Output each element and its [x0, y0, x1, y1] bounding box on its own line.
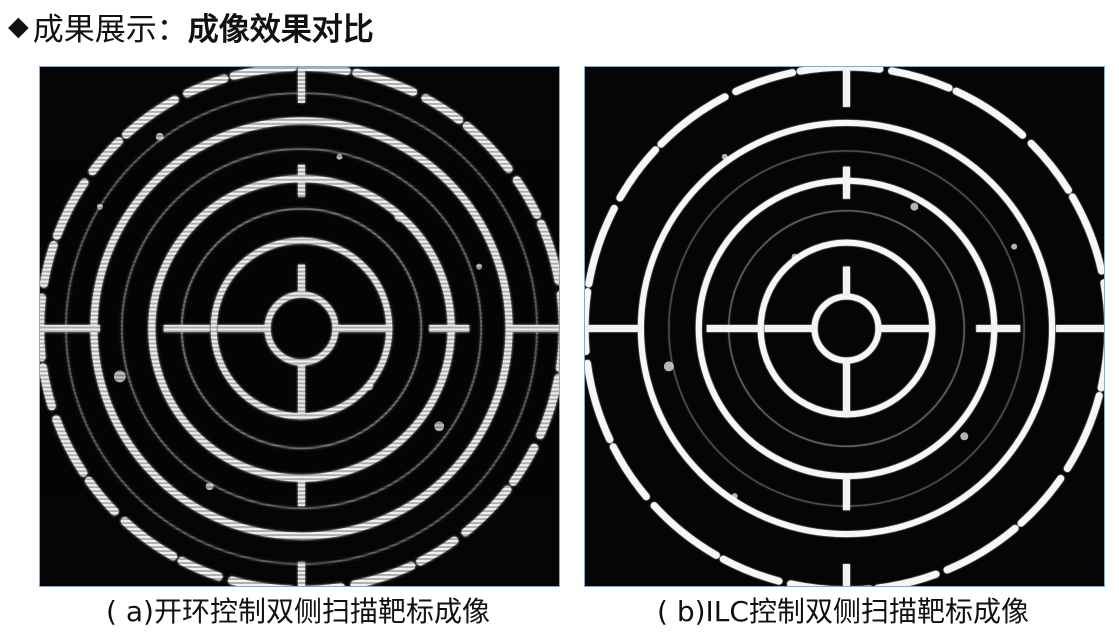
slide-title: ◆ 成果展示： 成像效果对比 — [8, 2, 374, 50]
target-rings-image — [40, 67, 559, 586]
ilc-image — [584, 66, 1105, 587]
open-loop-image — [39, 66, 560, 587]
target-rings-image — [585, 67, 1104, 586]
title-prefix: 成果展示： — [32, 11, 188, 48]
caption-open-loop: ( a)开环控制双侧扫描靶标成像 — [106, 595, 490, 628]
diamond-bullet-icon: ◆ — [8, 10, 29, 42]
caption-ilc: ( b)ILC控制双侧扫描靶标成像 — [657, 595, 1029, 628]
title-emphasis: 成像效果对比 — [187, 11, 374, 48]
